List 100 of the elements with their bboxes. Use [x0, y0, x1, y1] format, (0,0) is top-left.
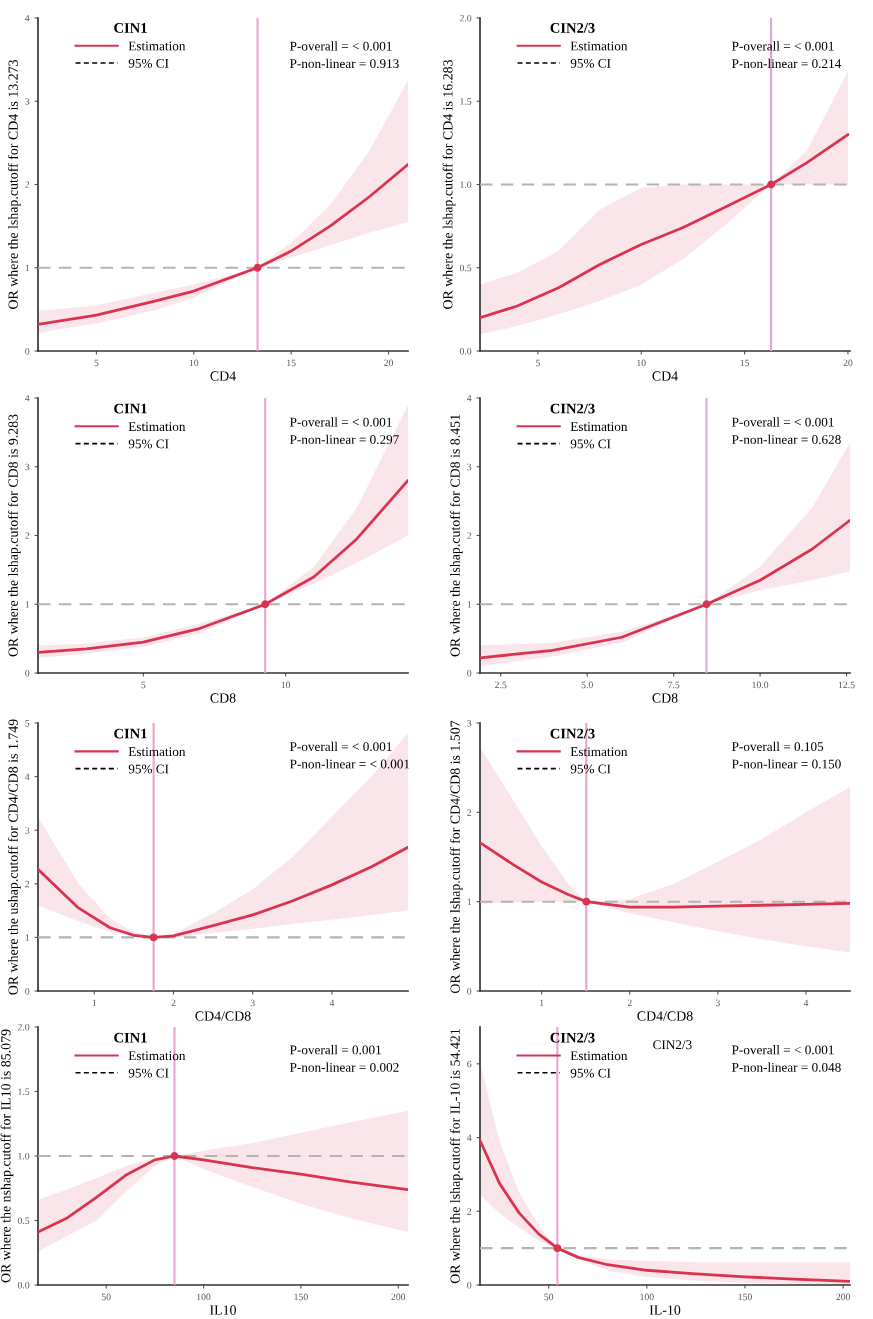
y-tick-label: 4 [467, 394, 472, 402]
legend-title: CIN1 [114, 1032, 147, 1043]
y-axis-title: OR where the lshap.cutoff for CD8 is 8.451 [449, 414, 463, 657]
y-tick-label: 0 [467, 987, 472, 995]
y-tick-label: 1.0 [18, 1152, 30, 1160]
annotation: P-overall = < 0.001 [731, 1045, 834, 1055]
legend-label: Estimation [128, 422, 186, 432]
x-tick-label: 50 [544, 1293, 554, 1301]
y-tick-label: 4 [25, 773, 30, 780]
y-tick-label: 1.5 [460, 98, 472, 105]
x-tick-label: 10.0 [752, 681, 769, 689]
y-axis-title: OR where the lshap.cutoff for IL-10 is 54.421 [449, 1029, 463, 1284]
x-axis-title: CD4/CD8 [637, 1011, 693, 1021]
legend-label: Estimation [570, 422, 628, 432]
line-series [480, 518, 850, 660]
annotation: CIN2/3 [653, 1040, 692, 1050]
y-tick-label: 1 [25, 601, 30, 608]
y-tick-label: 0.5 [17, 1217, 30, 1225]
y-tick-label: 4 [25, 394, 30, 402]
y-tick-label: 2 [467, 809, 472, 816]
y-tick-label: 2 [467, 1208, 472, 1215]
legend-title: CIN2/3 [550, 1032, 595, 1043]
x-tick-label: 50 [101, 1293, 111, 1301]
x-axis-title: IL10 [210, 1305, 236, 1315]
y-tick-label: 3 [467, 463, 472, 471]
annotation: 95% CI [128, 58, 169, 68]
x-tick-label: 150 [294, 1293, 308, 1301]
y-tick-label: 3 [25, 827, 30, 834]
annotation: P-overall = 0.105 [731, 741, 824, 752]
y-tick-label: 6 [467, 1060, 472, 1068]
y-axis-title: OR where the lshap.cutoff for CD4 is 13.273 [7, 60, 21, 309]
x-axis-title: CD8 [652, 693, 678, 703]
x-tick-label: 4 [329, 999, 335, 1007]
line-series [480, 133, 850, 320]
y-tick-label: 3 [25, 463, 30, 471]
x-tick-label: 2 [627, 999, 632, 1007]
x-tick-label: 10 [281, 681, 291, 689]
y-tick-label: 0 [25, 347, 30, 355]
y-tick-label: 1.5 [18, 1088, 30, 1096]
y-axis-title: OR where the ushap.cutoff for CD4/CD8 is 1.749 [7, 719, 21, 995]
x-tick-label: 5 [536, 359, 540, 367]
y-tick-label: 2 [25, 880, 30, 888]
legend-label: Estimation [128, 1051, 186, 1061]
x-tick-label: 100 [640, 1293, 654, 1301]
annotation: 95% CI [128, 764, 169, 774]
x-tick-label: 200 [391, 1293, 406, 1301]
y-tick-label: 3 [467, 719, 472, 727]
legend-title: CIN1 [114, 728, 147, 739]
y-tick-label: 0 [467, 1281, 472, 1289]
y-tick-label: 0 [25, 987, 30, 995]
x-tick-label: 3 [250, 999, 255, 1007]
legend-title: CIN1 [114, 23, 147, 33]
annotation: P-non-linear = 0.297 [289, 434, 399, 445]
y-axis-title: OR where the nshap.cutoff for IL10 is 85.079 [0, 1029, 14, 1283]
y-tick-label: 1 [467, 898, 472, 906]
x-tick-label: 20 [843, 359, 853, 367]
x-axis-title: CD4 [652, 371, 678, 381]
legend-label: Estimation [128, 747, 186, 757]
x-tick-label: 2 [171, 999, 176, 1007]
legend-title: CIN2/3 [550, 728, 595, 739]
x-tick-label: 1 [540, 999, 544, 1007]
legend-label: Estimation [570, 1051, 628, 1061]
y-tick-label: 0.5 [459, 264, 472, 272]
y-axis-title: OR where the lshap.cutoff for CD8 is 9.283 [7, 414, 21, 657]
y-tick-label: 0.0 [17, 1281, 30, 1289]
x-tick-label: 5.0 [581, 681, 593, 689]
annotation: P-non-linear = 0.002 [289, 1062, 399, 1072]
y-tick-label: 4 [25, 14, 30, 22]
legend-label: Estimation [570, 41, 628, 51]
annotation: 95% CI [128, 439, 169, 449]
line-series [38, 1154, 408, 1234]
y-tick-label: 2 [467, 532, 472, 539]
annotation: P-non-linear = 0.214 [731, 58, 842, 69]
annotation: P-overall = < 0.001 [289, 417, 392, 427]
x-axis-title: CD4/CD8 [195, 1011, 251, 1021]
annotation: 95% CI [128, 1068, 169, 1078]
annotation: P-overall = < 0.001 [289, 41, 392, 51]
x-tick-label: 4 [803, 999, 809, 1007]
annotation: P-non-linear = 0.048 [731, 1062, 841, 1072]
line-series [480, 841, 850, 909]
y-tick-label: 2.0 [459, 14, 472, 22]
x-tick-label: 100 [197, 1293, 211, 1301]
y-axis-title: OR where the lshap.cutoff for CD4/CD8 is 1.507 [449, 720, 463, 994]
x-axis-title: IL-10 [649, 1305, 681, 1315]
legend-label: Estimation [128, 41, 186, 51]
y-tick-label: 1 [25, 934, 30, 941]
y-tick-label: 2.0 [17, 1023, 30, 1031]
line-series [38, 163, 408, 326]
y-tick-label: 0 [25, 669, 30, 677]
y-tick-label: 1 [25, 264, 30, 272]
legend-title: CIN2/3 [550, 23, 595, 33]
annotation: P-overall = < 0.001 [731, 417, 834, 427]
x-tick-label: 150 [738, 1293, 752, 1301]
annotation: P-non-linear = 0.150 [731, 759, 841, 769]
x-tick-label: 20 [384, 359, 394, 367]
legend-label: Estimation [570, 747, 628, 757]
annotation: P-non-linear = 0.913 [289, 58, 399, 69]
x-tick-label: 1 [92, 999, 97, 1007]
legend-title: CIN1 [114, 403, 147, 414]
annotation: P-overall = 0.001 [289, 1045, 381, 1055]
